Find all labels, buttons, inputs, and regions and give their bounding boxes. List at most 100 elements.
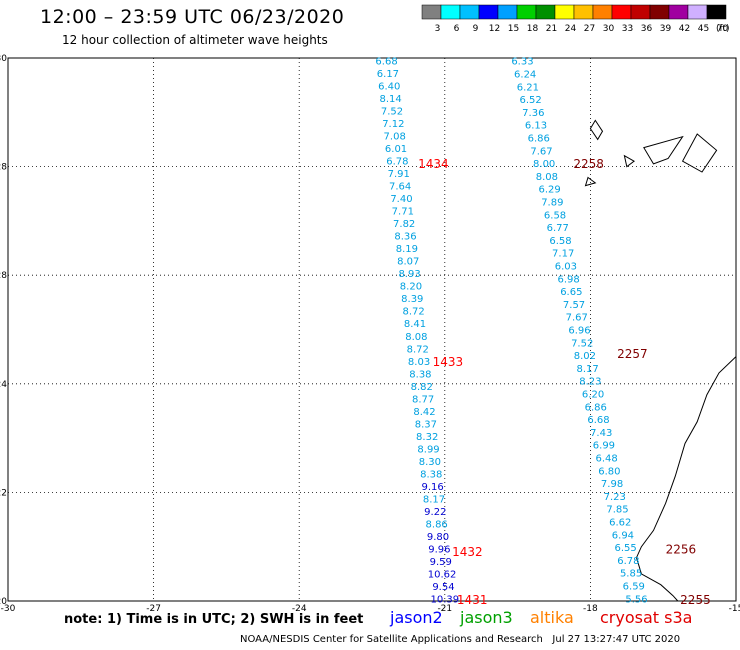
wave-height-value: 6.62: [609, 517, 631, 528]
wave-height-value: 6.77: [547, 223, 569, 234]
wave-height-value: 6.52: [519, 95, 541, 106]
legend-label: 3: [435, 24, 441, 34]
wave-height-value: 6.03: [555, 262, 577, 273]
footer-credit: NOAA/NESDIS Center for Satellite Applica…: [240, 634, 680, 645]
pass-time-label: 2258: [573, 157, 604, 171]
wave-height-value: 8.23: [579, 377, 601, 388]
wave-height-value: 10.62: [428, 569, 457, 580]
wave-height-value: 7.17: [552, 249, 574, 260]
legend-unit: (ft): [716, 24, 730, 34]
wave-height-value: 8.82: [411, 382, 433, 393]
wave-height-value: 7.52: [381, 107, 403, 118]
wave-height-value: 9.96: [428, 544, 450, 555]
island-outline: [584, 176, 597, 187]
wave-height-value: 7.23: [604, 492, 626, 503]
legend-label: 27: [584, 24, 595, 34]
wave-height-value: 6.13: [525, 121, 547, 132]
satellite-label: jason2: [390, 608, 443, 627]
wave-height-value: 6.58: [544, 210, 566, 221]
wave-height-value: 8.03: [408, 357, 430, 368]
wave-height-value: 8.20: [400, 282, 422, 293]
wave-height-value: 8.42: [413, 407, 435, 418]
wave-height-value: 6.33: [511, 57, 533, 68]
legend-label: 39: [660, 24, 672, 34]
wave-height-value: 8.08: [536, 172, 558, 183]
wave-height-value: 8.02: [574, 351, 596, 362]
wave-height-value: 6.80: [598, 466, 620, 477]
lon-tick-label: -21: [437, 604, 452, 614]
wave-height-value: 8.39: [401, 294, 423, 305]
wave-height-value: 6.78: [386, 157, 408, 168]
page-subtitle: 12 hour collection of altimeter wave hei…: [62, 33, 328, 47]
lon-tick-label: -27: [146, 604, 161, 614]
wave-height-value: 6.01: [385, 144, 407, 155]
wave-height-value: 6.55: [615, 543, 637, 554]
wave-height-value: 10.39: [430, 594, 459, 605]
wave-height-value: 6.59: [623, 581, 645, 592]
wave-height-value: 7.36: [522, 108, 544, 119]
legend-label: 42: [679, 24, 690, 34]
wave-height-value: 7.98: [601, 479, 623, 490]
legend-label: 30: [603, 24, 615, 34]
lon-tick-label: -15: [729, 604, 740, 614]
coastline-africa: [635, 356, 737, 602]
lat-tick-label: 28: [0, 271, 7, 281]
wave-height-value: 6.98: [557, 274, 579, 285]
page-title: 12:00 – 23:59 UTC 06/23/2020: [40, 6, 345, 28]
island-outline: [623, 154, 636, 168]
wave-height-value: 8.36: [394, 232, 416, 243]
wave-height-value: 8.08: [405, 332, 427, 343]
wave-height-value: 6.21: [517, 82, 539, 93]
wave-height-value: 6.86: [528, 134, 550, 145]
wave-height-value: 8.19: [396, 244, 418, 255]
wave-height-value: 7.67: [530, 146, 552, 157]
wave-height-value: 7.64: [389, 182, 411, 193]
wave-height-value: 8.41: [404, 319, 426, 330]
legend-label: 6: [454, 24, 460, 34]
lat-tick-label: 30: [0, 54, 7, 64]
wave-height-value: 8.72: [403, 307, 425, 318]
credit-text: NOAA/NESDIS Center for Satellite Applica…: [240, 634, 543, 645]
lon-tick-label: -30: [1, 604, 16, 614]
legend-label: 15: [508, 24, 519, 34]
lon-tick-label: -24: [292, 604, 307, 614]
wave-height-value: 6.99: [593, 441, 615, 452]
wave-height-value: 9.22: [424, 507, 446, 518]
wave-height-value: 6.29: [538, 185, 560, 196]
wave-height-value: 6.65: [560, 287, 582, 298]
wave-height-value: 8.93: [398, 269, 420, 280]
wave-height-value: 8.38: [420, 469, 442, 480]
pass-time-label: 2257: [617, 347, 648, 361]
wave-height-value: 6.40: [378, 82, 400, 93]
pass-time-label: 1431: [457, 593, 488, 607]
wave-height-value: 6.48: [596, 453, 618, 464]
wave-height-value: 6.20: [582, 389, 604, 400]
pass-time-label: 1434: [418, 157, 449, 171]
pass-time-label: 1432: [452, 545, 483, 559]
wave-height-value: 7.85: [606, 505, 628, 516]
legend-label: 21: [546, 24, 557, 34]
wave-height-value: 8.17: [576, 364, 598, 375]
island-outline: [643, 135, 684, 165]
lat-tick-label: 22: [0, 488, 7, 498]
satellite-label: jason3: [460, 608, 513, 627]
lat-tick-label: 20: [0, 597, 7, 607]
wave-height-value: 7.43: [590, 428, 612, 439]
wave-height-value: 6.68: [375, 57, 397, 68]
pass-time-label: 2255: [680, 593, 711, 607]
legend-label: 70: [717, 24, 729, 34]
wave-height-value: 7.91: [388, 169, 410, 180]
wave-height-value: 7.82: [393, 219, 415, 230]
footer-note: note: 1) Time is in UTC; 2) SWH is in fe…: [64, 612, 364, 627]
wave-height-value: 9.80: [427, 532, 449, 543]
satellite-label: cryosat s3a: [600, 608, 693, 627]
legend-label: 18: [527, 24, 539, 34]
legend-label: 9: [473, 24, 479, 34]
wave-height-value: 8.99: [417, 444, 439, 455]
wave-height-value: 8.37: [415, 419, 437, 430]
wave-height-value: 8.00: [533, 159, 555, 170]
wave-height-value: 6.96: [568, 326, 590, 337]
wave-height-value: 8.14: [379, 94, 401, 105]
wave-height-value: 7.12: [382, 119, 404, 130]
